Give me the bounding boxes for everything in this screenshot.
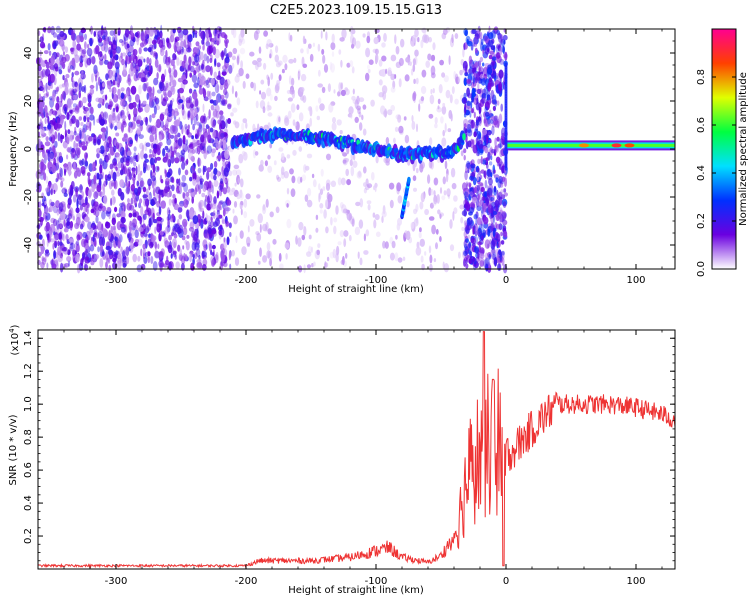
figure-title: C2E5.2023.109.15.15.G13 [270,3,442,18]
y-tick-label: 0.4 [23,495,34,511]
y-tick-label: 0.8 [23,429,34,445]
x-tick-label: 100 [626,576,645,587]
y-tick-label: 0.2 [23,528,34,544]
snr-series-line [37,331,676,569]
colorbar-tick-label: 0.2 [696,213,707,229]
spectrogram-noise [35,24,509,274]
colorbar-tick-label: 0.4 [696,165,707,181]
spectrogram-direct-line [504,62,675,171]
colorbar-label: Normalized spectral amplitude [738,72,749,226]
spectrogram-x-ticks: -300 -200 -100 0 100 [37,29,663,286]
snr-y-label: SNR (10 * v/v) [8,414,19,485]
colorbar-tick-label: 0.8 [696,69,707,85]
x-tick-label: -200 [235,576,258,587]
colorbar-ticks: 0.0 0.2 0.4 0.6 0.8 [696,28,737,277]
y-tick-label: -40 [23,237,34,253]
x-tick-label: -300 [105,576,128,587]
y-tick-label: 0 [23,146,34,152]
x-tick-label: 100 [626,275,645,286]
snr-frame [37,329,676,570]
snr-x-label: Height of straight line (km) [288,585,424,596]
y-tick-label: 0.6 [23,462,34,478]
spectrogram-x-label: Height of straight line (km) [288,284,424,295]
x-tick-label: 0 [503,576,509,587]
x-tick-label: -100 [365,576,388,587]
y-tick-label: -20 [23,189,34,205]
spectrogram-signal-track [230,126,466,220]
x-tick-label: -200 [235,275,258,286]
y-tick-label: 1.2 [23,363,34,379]
y-tick-label: 1.0 [23,396,34,412]
snr-x-ticks: -300 -200 -100 0 100 [37,330,663,587]
snr-y-multiplier: (x104) [8,324,21,355]
colorbar-gradient [712,29,736,269]
colorbar-tick-label: 0.6 [696,117,707,133]
y-tick-label: 20 [23,95,34,108]
colorbar: 0.0 0.2 0.4 0.6 0.8 Normalized spectral ampl… [696,28,749,277]
snr-y-ticks: 0.2 0.4 0.6 0.8 1.0 1.2 1.4 [23,330,675,562]
x-tick-label: 0 [503,275,509,286]
y-tick-label: 40 [23,47,34,60]
x-tick-label: -100 [365,275,388,286]
x-tick-label: -300 [105,275,128,286]
snr-panel: -300 -200 -100 0 100 0.2 0.4 0.6 0.8 1.0 1.2 1.4 H… [8,324,676,596]
spectrogram-y-ticks: -40 -20 0 20 40 [23,28,675,270]
spectrogram-y-label: Frequency (Hz) [8,111,19,187]
colorbar-tick-label: 0.0 [696,261,707,277]
y-tick-label: 1.4 [23,330,34,346]
